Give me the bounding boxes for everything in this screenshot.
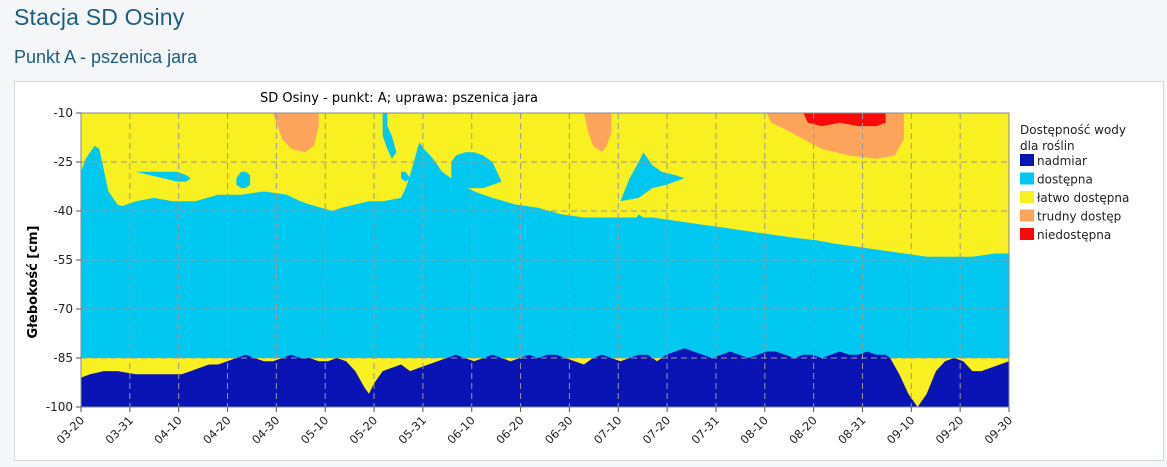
region-dostępna-4 [382, 113, 397, 159]
y-tick-label: -70 [53, 302, 73, 316]
legend-title: Dostępność wody [1020, 123, 1126, 137]
x-tick-label: 08-20 [786, 413, 820, 447]
region-dostępna-5 [401, 171, 411, 182]
x-tick-label: 06-30 [542, 413, 576, 447]
region-dostępna-6 [451, 152, 502, 189]
legend-swatch [1020, 191, 1034, 203]
region-dostępna-7 [620, 152, 685, 202]
y-tick-label: -25 [53, 155, 73, 169]
x-tick-label: 03-20 [54, 413, 88, 447]
region-trudny-dostęp-9 [583, 113, 612, 153]
x-tick-label: 09-30 [982, 413, 1016, 447]
region-dostępna-2 [135, 171, 191, 182]
x-tick-label: 08-10 [737, 413, 771, 447]
x-tick-label: 07-10 [591, 413, 625, 447]
x-tick-label: 05-10 [298, 413, 332, 447]
x-tick-label: 09-10 [884, 413, 918, 447]
legend-swatch [1020, 228, 1034, 240]
y-tick-label: -85 [53, 351, 73, 365]
region-nadmiar-12 [81, 348, 1009, 407]
region-trudny-dostęp-8 [273, 113, 319, 153]
legend-label: nadmiar [1037, 154, 1087, 168]
legend-title: dla roślin [1020, 139, 1075, 153]
y-tick-label: -40 [53, 204, 73, 218]
x-tick-label: 05-20 [347, 413, 381, 447]
region-dostępna-3 [236, 171, 251, 189]
y-axis-label: Głebokość [cm] [26, 226, 41, 339]
legend-swatch [1020, 172, 1034, 185]
y-tick-label: -10 [53, 106, 73, 120]
grid-layer [81, 113, 1009, 407]
page-title: Stacja SD Osiny [14, 4, 185, 30]
x-tick-label: 08-31 [835, 413, 869, 447]
legend-label: trudny dostęp [1037, 210, 1121, 224]
x-tick-label: 06-20 [493, 413, 527, 447]
x-tick-label: 04-20 [200, 413, 234, 447]
legend-label: niedostępna [1037, 228, 1111, 242]
y-tick-label: -55 [53, 253, 73, 267]
section-title: Punkt A - pszenica jara [14, 47, 198, 67]
x-tick-label: 07-20 [640, 413, 674, 447]
x-tick-label: 07-31 [689, 413, 723, 447]
region-dostępna-1 [81, 197, 1009, 358]
legend-swatch [1020, 154, 1034, 166]
chart-title: SD Osiny - punkt: A; uprawa: pszenica ja… [260, 91, 538, 106]
y-tick-label: -100 [46, 400, 73, 414]
x-tick-label: 04-30 [249, 413, 283, 447]
legend-swatch [1020, 209, 1034, 222]
x-tick-label: 04-10 [151, 413, 185, 447]
legend-label: łatwo dostępna [1037, 191, 1129, 205]
region-niedostępna-11 [803, 113, 886, 127]
x-tick-label: 05-31 [395, 413, 429, 447]
chart-container: -10 -25 -40 -55 -70 -85 -100 03-20 03-31 04-10 04-… [14, 81, 1164, 461]
x-tick-label: 03-31 [102, 413, 136, 447]
x-tick-label: 09-20 [933, 413, 967, 447]
legend-label: dostępna [1037, 173, 1093, 187]
x-tick-label: 06-10 [444, 413, 478, 447]
